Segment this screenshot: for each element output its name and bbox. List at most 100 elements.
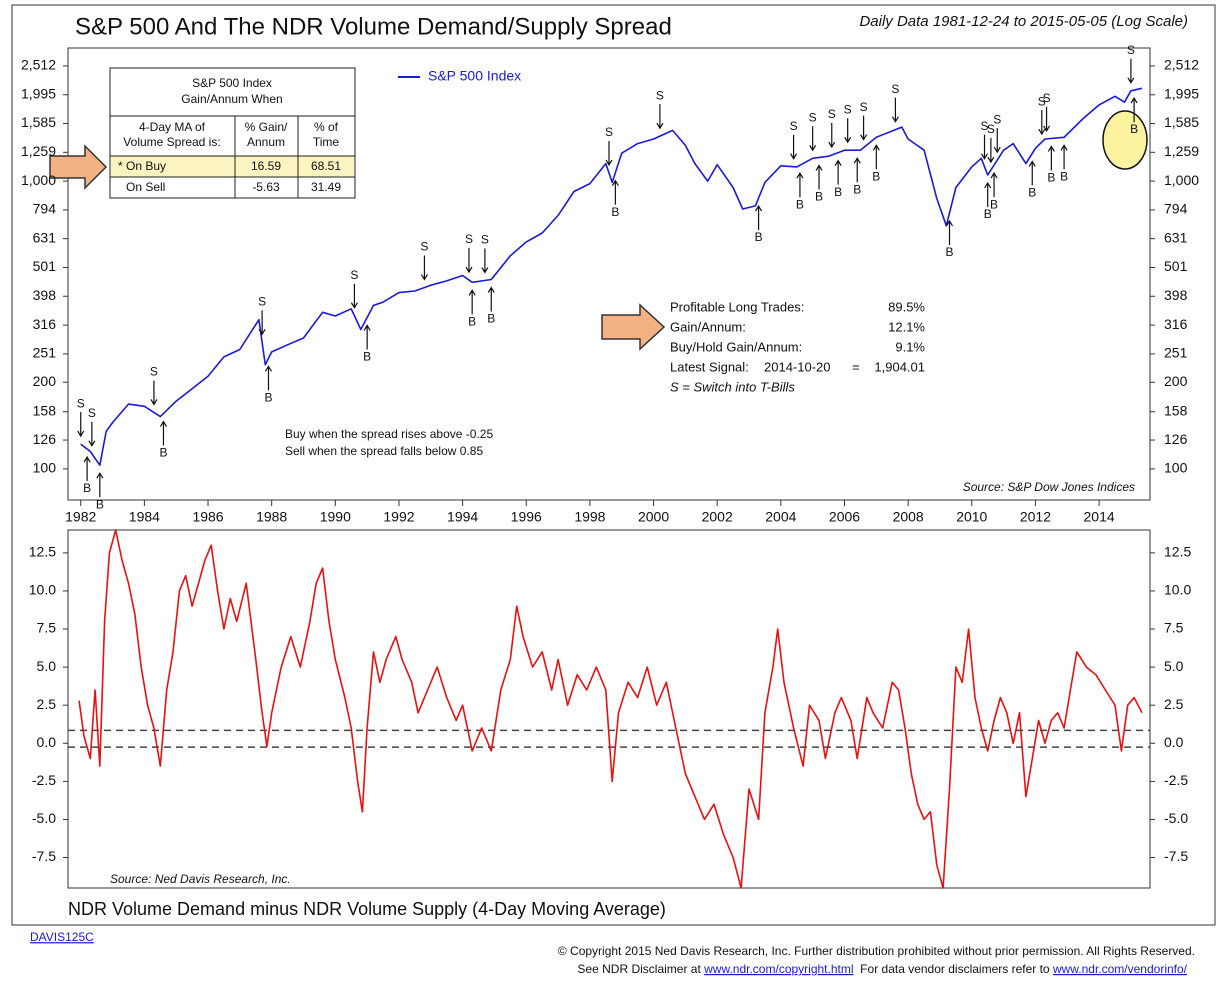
y-tick-label-right: 794 (1164, 201, 1188, 217)
signal-note: S = Switch into T-Bills (670, 379, 795, 394)
stat-equals: = (852, 359, 860, 374)
x-tick-label: 1990 (320, 509, 351, 525)
x-tick-label: 2006 (829, 509, 860, 525)
source: Source: Ned Davis Research, Inc. (110, 872, 291, 886)
source: Source: S&P Dow Jones Indices (963, 480, 1135, 494)
buy-arrow (611, 179, 619, 205)
buy-label: B (363, 350, 371, 364)
buy-arrow (796, 172, 804, 198)
x-tick-label: 1984 (129, 509, 160, 525)
top-plot-frame (67, 47, 1151, 501)
y-tick-label-right: 126 (1164, 431, 1188, 447)
chart-title: S&P 500 And The NDR Volume Demand/Supply… (75, 13, 672, 40)
disclaimer-link[interactable]: www.ndr.com/vendorinfo/ (1052, 962, 1188, 976)
sell-arrow (481, 248, 489, 274)
buy-label: B (83, 481, 91, 495)
sell-label: S (465, 232, 473, 246)
buy-label: B (1028, 186, 1036, 200)
y-tick-label: 1,585 (21, 114, 56, 130)
buy-label: B (1047, 171, 1055, 185)
sell-arrow (465, 248, 473, 274)
sell-label: S (981, 119, 989, 133)
y-tick-label: 10.0 (29, 582, 56, 598)
stats-table: S&P 500 Index Gain/Annum When 4-Day MA o… (109, 67, 356, 199)
y-tick-label: 200 (33, 373, 57, 389)
sell-label: S (828, 107, 836, 121)
y-tick-label-right: 0.0 (1164, 734, 1184, 750)
y-tick-label-right: -7.5 (1164, 848, 1188, 864)
buy-label: B (96, 497, 104, 511)
data-line (80, 87, 1143, 466)
y-tick-label-right: 5.0 (1164, 658, 1184, 674)
buy-arrow (468, 289, 476, 315)
buy-arrow (264, 365, 273, 391)
table-cell: On Sell (126, 180, 165, 194)
x-tick-label: 1986 (192, 509, 223, 525)
chart-subtitle: Daily Data 1981-12-24 to 2015-05-05 (Log… (859, 13, 1188, 30)
buy-label: B (834, 185, 842, 199)
x-tick-label: 1994 (447, 509, 478, 525)
x-tick-label: 1988 (256, 509, 287, 525)
y-tick-label: -2.5 (32, 772, 56, 788)
sell-label: S (350, 268, 358, 282)
y-tick-label: 316 (33, 316, 57, 332)
table-cell: * On Buy (118, 159, 166, 173)
y-tick-label-right: 251 (1164, 345, 1188, 361)
stat-label: Gain/Annum: (670, 319, 746, 334)
sell-arrow (1038, 110, 1046, 136)
buy-arrow (945, 219, 954, 245)
sell-label: S (1043, 91, 1051, 105)
buy-label: B (159, 446, 167, 460)
chart-code[interactable]: DAVIS125C (30, 930, 94, 944)
sell-label: S (150, 365, 158, 379)
buy-arrow (990, 171, 998, 198)
sell-arrow (150, 380, 158, 406)
table-cell: 16.59 (251, 159, 281, 173)
sell-label: S (860, 100, 868, 114)
x-tick-label: 2010 (956, 509, 987, 525)
buy-label: B (984, 207, 992, 221)
disclaimer-link[interactable]: www.ndr.com/copyright.html (703, 962, 853, 976)
y-tick-label-right: 631 (1164, 229, 1188, 245)
table-cell: -5.63 (252, 180, 280, 194)
y-tick-label: -5.0 (32, 810, 56, 826)
buy-arrow (83, 455, 91, 482)
buy-label: B (796, 197, 804, 211)
buy-arrow (755, 204, 763, 231)
column-header: % of (314, 120, 339, 134)
stat-label: Profitable Long Trades: (670, 299, 804, 314)
buy-arrow (872, 144, 880, 170)
sell-label: S (481, 233, 489, 247)
y-tick-label-right: 398 (1164, 287, 1188, 303)
y-tick-label: -7.5 (32, 848, 56, 864)
sell-label: S (993, 112, 1001, 126)
y-tick-label: 100 (33, 460, 57, 476)
y-tick-label-right: 12.5 (1164, 544, 1191, 560)
y-tick-label: 1,259 (21, 143, 56, 159)
rule-text: Buy when the spread rises above -0.25 (285, 427, 493, 441)
panel-title: NDR Volume Demand minus NDR Volume Suppl… (68, 899, 666, 919)
sell-arrow (809, 126, 817, 152)
sell-arrow (656, 104, 664, 130)
x-tick-label: 2014 (1084, 509, 1115, 525)
y-tick-label: 501 (33, 258, 57, 274)
stat-label: Buy/Hold Gain/Annum: (670, 339, 802, 354)
sell-label: S (790, 119, 798, 133)
sell-arrow (891, 97, 899, 123)
disclaimer: See NDR Disclaimer at www.ndr.com/copyri… (577, 962, 1187, 976)
highlight-circle (1102, 110, 1148, 170)
y-tick-label-right: 1,000 (1164, 172, 1199, 188)
sell-arrow (981, 134, 989, 160)
sell-label: S (420, 240, 428, 254)
sell-arrow (350, 283, 358, 309)
sell-label: S (844, 102, 852, 116)
sell-arrow (605, 140, 613, 167)
sell-arrow (987, 138, 995, 164)
stat-value: 1,904.01 (874, 359, 925, 374)
y-tick-label-right: -2.5 (1164, 772, 1188, 788)
table-cell: 68.51 (311, 159, 341, 173)
buy-arrow (159, 420, 167, 446)
buy-arrow (363, 324, 371, 350)
sell-arrow (993, 128, 1001, 154)
